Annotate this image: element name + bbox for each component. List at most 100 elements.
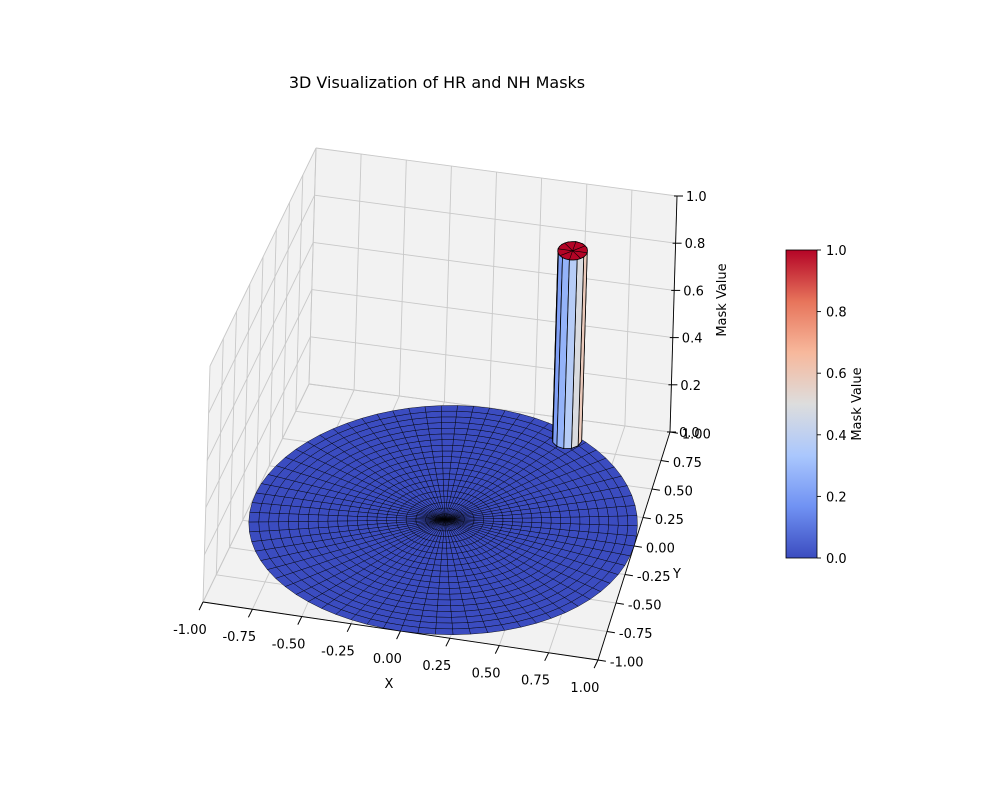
disk-surface-cell <box>440 559 448 566</box>
disk-surface-cell <box>268 521 280 532</box>
disk-surface-cell <box>440 405 458 412</box>
disk-surface-cell <box>337 515 348 522</box>
disk-surface-cell <box>521 521 533 528</box>
disk-surface-cell <box>578 523 590 533</box>
z-gridline-back <box>313 241 675 291</box>
y-tick-label: 1.00 <box>682 428 711 443</box>
y-tick-label: 0.50 <box>664 485 693 500</box>
disk-surface-cell <box>441 427 455 435</box>
y-tick-label: 0.00 <box>646 542 675 557</box>
x-gridline-back <box>624 189 633 427</box>
x-tick-label: 0.75 <box>521 674 550 689</box>
x-gridline-back <box>353 153 362 391</box>
colorbar-ticks: 0.0 0.2 0.4 0.6 0.8 1.0 <box>817 244 847 567</box>
x-tick-label: -0.25 <box>321 645 355 660</box>
disk-surface-cell <box>441 553 448 560</box>
disk-surface-cell <box>443 484 449 492</box>
disk-surface-cell <box>455 416 472 424</box>
disk-surface-cell <box>438 582 450 589</box>
disk-surface-cell <box>347 510 359 517</box>
disk-surface-cell <box>448 582 461 589</box>
colorbar-gradient <box>785 249 818 559</box>
disk-surface-cell <box>452 628 471 635</box>
disk-surface-cell <box>456 405 474 413</box>
disk-surface-cell <box>448 479 456 486</box>
z-gridline-back <box>310 336 672 386</box>
disk-surface-cell <box>455 410 473 418</box>
disk-surface-cell <box>436 616 453 624</box>
disk-surface-cell <box>441 422 456 429</box>
colorbar-tick-label: 0.6 <box>826 367 847 382</box>
disk-surface-cell <box>443 496 448 503</box>
cylinder-top-mesh-line <box>569 250 573 260</box>
y-gridline-left <box>308 147 317 385</box>
disk-surface-cell <box>248 521 260 533</box>
disk-surface-cell <box>442 473 450 480</box>
z-axis-line <box>669 195 678 433</box>
disk-surface-cell <box>437 593 451 601</box>
disk-surface-cell <box>288 513 300 522</box>
colorbar: 0.0 0.2 0.4 0.6 0.8 1.0 Mask Value <box>785 244 865 567</box>
z-tick-label: 0.8 <box>685 237 706 252</box>
x-tick-label: 0.50 <box>472 667 501 682</box>
disk-surface-cell <box>512 517 523 523</box>
colorbar-tick-label: 1.0 <box>826 244 847 259</box>
z-tick-label: 0.2 <box>680 379 701 394</box>
y-gridline-left <box>215 338 224 575</box>
y-tick-label: -0.75 <box>619 627 653 642</box>
disk-surface-cell <box>627 515 638 527</box>
disk-surface-cell <box>433 456 443 464</box>
z-gridline-left <box>205 289 313 508</box>
disk-surface-cell <box>297 513 309 522</box>
disk-surface-cell <box>522 517 533 523</box>
z-gridline-left <box>203 336 311 555</box>
disk-surface-cell <box>356 516 368 522</box>
cylinder-top-mesh-line <box>572 241 577 251</box>
disk-surface-cell <box>468 626 489 635</box>
z-tick-label: 1.0 <box>686 190 707 205</box>
disk-surface-cell <box>442 467 451 475</box>
disk-surface-cell <box>550 517 562 524</box>
disk-surface-cell <box>425 593 439 601</box>
colorbar-tick-label: 0.2 <box>826 490 847 505</box>
disk-surface-cell <box>442 456 452 463</box>
disk-surface-cell <box>317 520 329 529</box>
disk-surface-cell <box>449 587 462 595</box>
disk-surface-cell <box>249 502 263 513</box>
disk-surface-cell <box>327 520 339 528</box>
disk-surface-cell <box>598 516 609 526</box>
disk-surface-cell <box>337 520 349 527</box>
x-tick-label: 0.25 <box>422 659 451 674</box>
disk-surface-cell <box>428 581 440 589</box>
disk-surface-cell <box>278 513 290 523</box>
disk-surface-cell <box>258 521 270 532</box>
disk-surface-cell <box>449 467 459 475</box>
disk-surface-cell <box>450 456 461 464</box>
disk-surface-cell <box>452 439 466 447</box>
disk-surface-cell <box>608 515 619 526</box>
disk-surface-cell <box>617 515 629 526</box>
x-tick <box>445 638 451 647</box>
disk-surface-cell <box>435 467 444 475</box>
disk-surface-cell <box>540 522 552 529</box>
disk-surface-cell <box>448 576 459 583</box>
disk-surface-cell <box>376 513 388 518</box>
x-tick <box>593 659 599 669</box>
disk-surface-cell <box>502 521 513 526</box>
x-tick-label: 0.00 <box>373 652 402 667</box>
x-tick <box>346 623 352 633</box>
y-tick-label: -1.00 <box>610 656 644 671</box>
disk-surface-cell <box>531 522 542 529</box>
x-tick <box>198 601 204 611</box>
disk-surface-cell <box>435 628 454 635</box>
disk-surface-cell <box>579 516 590 525</box>
x-tick <box>396 630 401 640</box>
disk-surface-cell <box>432 564 442 572</box>
y-gridline-left <box>229 311 237 548</box>
y-tick <box>615 602 624 605</box>
colorbar-label: Mask Value <box>850 367 865 440</box>
x-gridline-back <box>443 165 452 403</box>
disk-surface-cell <box>441 439 454 446</box>
disk-surface-cell <box>248 512 260 523</box>
disk-surface-cell <box>431 445 443 452</box>
